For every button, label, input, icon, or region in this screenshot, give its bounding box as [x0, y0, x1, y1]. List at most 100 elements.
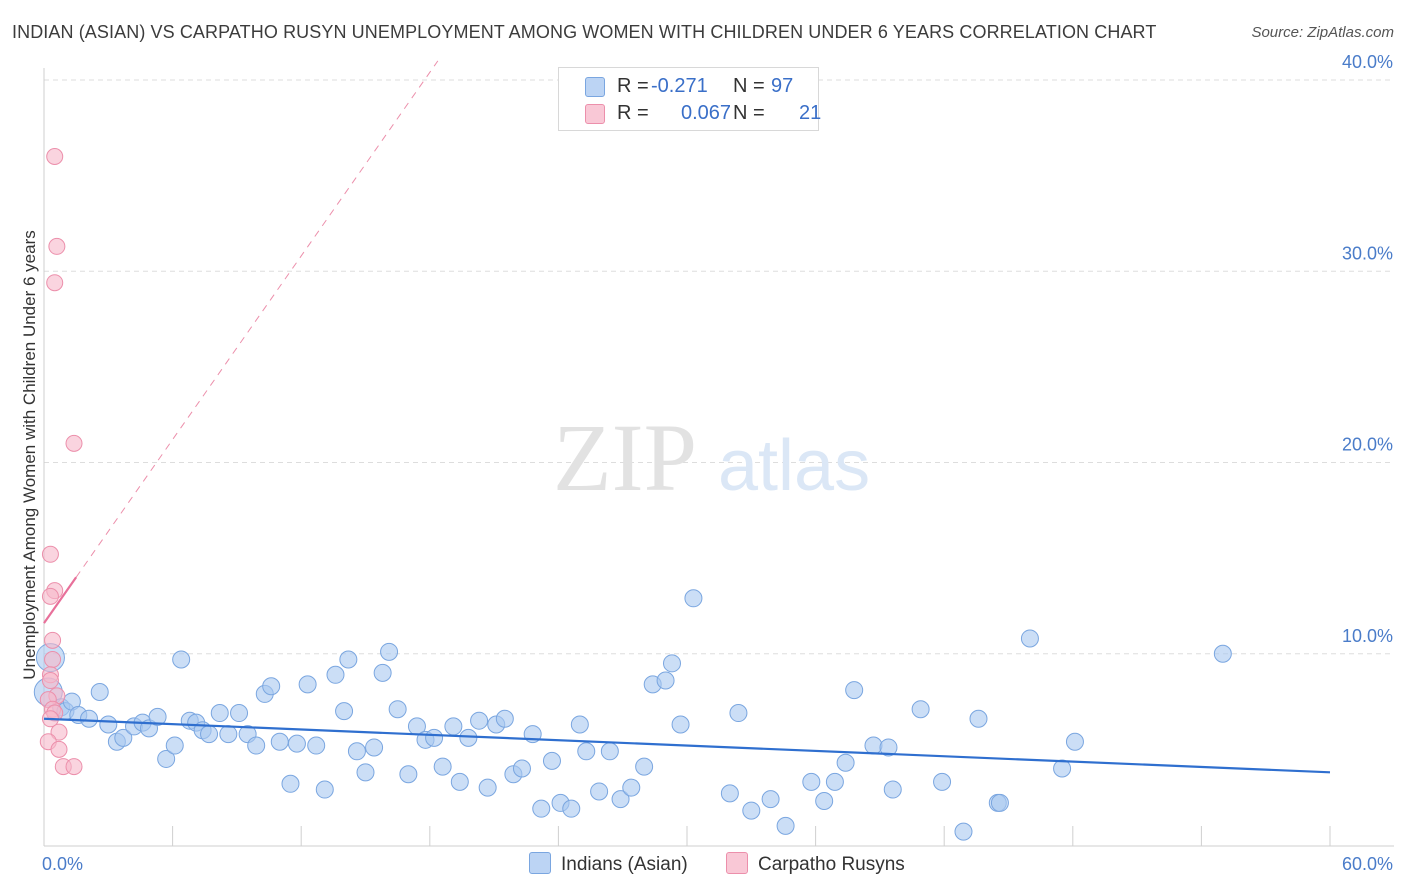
- data-point-indians: [459, 728, 478, 747]
- data-point-carpatho: [46, 274, 64, 292]
- data-point-indians: [684, 589, 703, 608]
- data-point-indians: [450, 772, 469, 791]
- legend-swatch-pink: [585, 104, 605, 124]
- data-point-indians: [635, 757, 654, 776]
- data-point-indians: [388, 700, 407, 719]
- data-point-indians: [845, 681, 864, 700]
- data-point-indians: [933, 772, 952, 791]
- data-point-indians: [298, 675, 317, 694]
- data-point-indians: [433, 757, 452, 776]
- tick-labels: 10.0% 20.0% 30.0% 40.0% 0.0% 60.0%: [42, 52, 1393, 874]
- data-point-indians: [590, 782, 609, 801]
- legend-r-label: R =: [617, 75, 649, 97]
- data-point-indians: [200, 725, 219, 744]
- data-point-indians: [339, 650, 358, 669]
- data-point-indians: [165, 736, 184, 755]
- data-point-indians: [562, 799, 581, 818]
- data-point-indians: [380, 642, 399, 661]
- data-point-carpatho: [41, 587, 59, 605]
- data-point-carpatho: [50, 723, 68, 741]
- data-point-indians: [307, 736, 326, 755]
- data-point-indians: [326, 665, 345, 684]
- data-point-indians: [622, 778, 641, 797]
- data-point-indians: [425, 728, 444, 747]
- data-point-indians: [230, 704, 249, 723]
- data-point-indians: [262, 677, 281, 696]
- data-point-carpatho: [65, 434, 83, 452]
- data-point-indians: [210, 704, 229, 723]
- data-point-indians: [287, 734, 306, 753]
- legend-swatch-blue: [585, 77, 605, 97]
- bottom-legend-swatch-pink: [726, 852, 748, 874]
- trend-line-carpatho-extrapolated: [75, 60, 439, 578]
- data-point-indians: [815, 792, 834, 811]
- data-point-indians: [611, 790, 630, 809]
- trend-line-indians: [43, 717, 1331, 774]
- legend-r-value: -0.271: [651, 75, 708, 97]
- data-point-indians: [399, 765, 418, 784]
- trend-lines: [43, 576, 1331, 774]
- data-point-indians: [532, 799, 551, 818]
- data-point-carpatho: [50, 740, 68, 758]
- data-point-indians: [80, 709, 99, 728]
- grid-lines: [44, 79, 1394, 655]
- data-point-indians: [802, 772, 821, 791]
- legend-n-label: N =: [733, 75, 765, 97]
- data-point-indians: [742, 801, 761, 820]
- data-point-carpatho: [41, 672, 59, 690]
- legend-r-label: R =: [617, 102, 649, 124]
- points-carpatho-rusyns: [39, 148, 83, 776]
- data-point-indians: [495, 709, 514, 728]
- data-point-indians: [1065, 732, 1084, 751]
- chart-title: INDIAN (ASIAN) VS CARPATHO RUSYN UNEMPLO…: [12, 22, 1157, 42]
- data-point-indians: [600, 742, 619, 761]
- data-point-indians: [281, 774, 300, 793]
- data-point-indians: [1213, 644, 1232, 663]
- data-point-indians: [825, 772, 844, 791]
- data-point-indians: [911, 700, 930, 719]
- data-point-indians: [761, 790, 780, 809]
- data-point-indians: [1053, 759, 1072, 778]
- data-point-indians: [219, 725, 238, 744]
- y-tick-label: 40.0%: [1342, 52, 1393, 72]
- data-point-carpatho: [44, 650, 62, 668]
- points-indians-asian: [33, 589, 1232, 841]
- data-point-indians: [470, 711, 489, 730]
- data-point-indians: [356, 763, 375, 782]
- data-point-indians: [373, 663, 392, 682]
- data-point-indians: [114, 728, 133, 747]
- source-label: Source: ZipAtlas.com: [1251, 24, 1394, 41]
- data-point-carpatho: [44, 631, 62, 649]
- watermark-zip: ZIP: [553, 404, 697, 511]
- data-point-indians: [157, 749, 176, 768]
- data-point-indians: [172, 650, 191, 669]
- data-point-indians: [148, 707, 167, 726]
- y-axis-label: Unemployment Among Women with Children U…: [20, 230, 39, 679]
- data-point-carpatho: [48, 237, 66, 255]
- y-tick-label: 10.0%: [1342, 626, 1393, 646]
- x-tick-label: 0.0%: [42, 854, 83, 874]
- data-point-indians: [1020, 629, 1039, 648]
- data-point-indians: [883, 780, 902, 799]
- data-point-indians: [444, 717, 463, 736]
- data-point-indians: [879, 738, 898, 757]
- data-point-indians: [270, 732, 289, 751]
- bottom-legend-indians: Indians (Asian): [529, 852, 688, 876]
- axes: [43, 68, 1394, 847]
- data-point-carpatho: [41, 545, 59, 563]
- bottom-legend-label: Indians (Asian): [561, 854, 688, 875]
- data-point-indians: [990, 793, 1009, 812]
- legend-box: R = -0.271 N = 97 R = 0.067 N = 21: [558, 67, 821, 131]
- trend-line-dashed: [75, 60, 439, 578]
- legend-n-value: 97: [771, 75, 794, 97]
- data-point-indians: [315, 780, 334, 799]
- bottom-legend-carpatho: Carpatho Rusyns: [726, 852, 905, 876]
- data-point-indians: [729, 704, 748, 723]
- watermark-atlas: atlas: [718, 426, 870, 506]
- data-point-indians: [99, 715, 118, 734]
- y-tick-label: 30.0%: [1342, 243, 1393, 263]
- data-point-indians: [347, 742, 366, 761]
- data-point-indians: [671, 715, 690, 734]
- data-point-indians: [864, 736, 883, 755]
